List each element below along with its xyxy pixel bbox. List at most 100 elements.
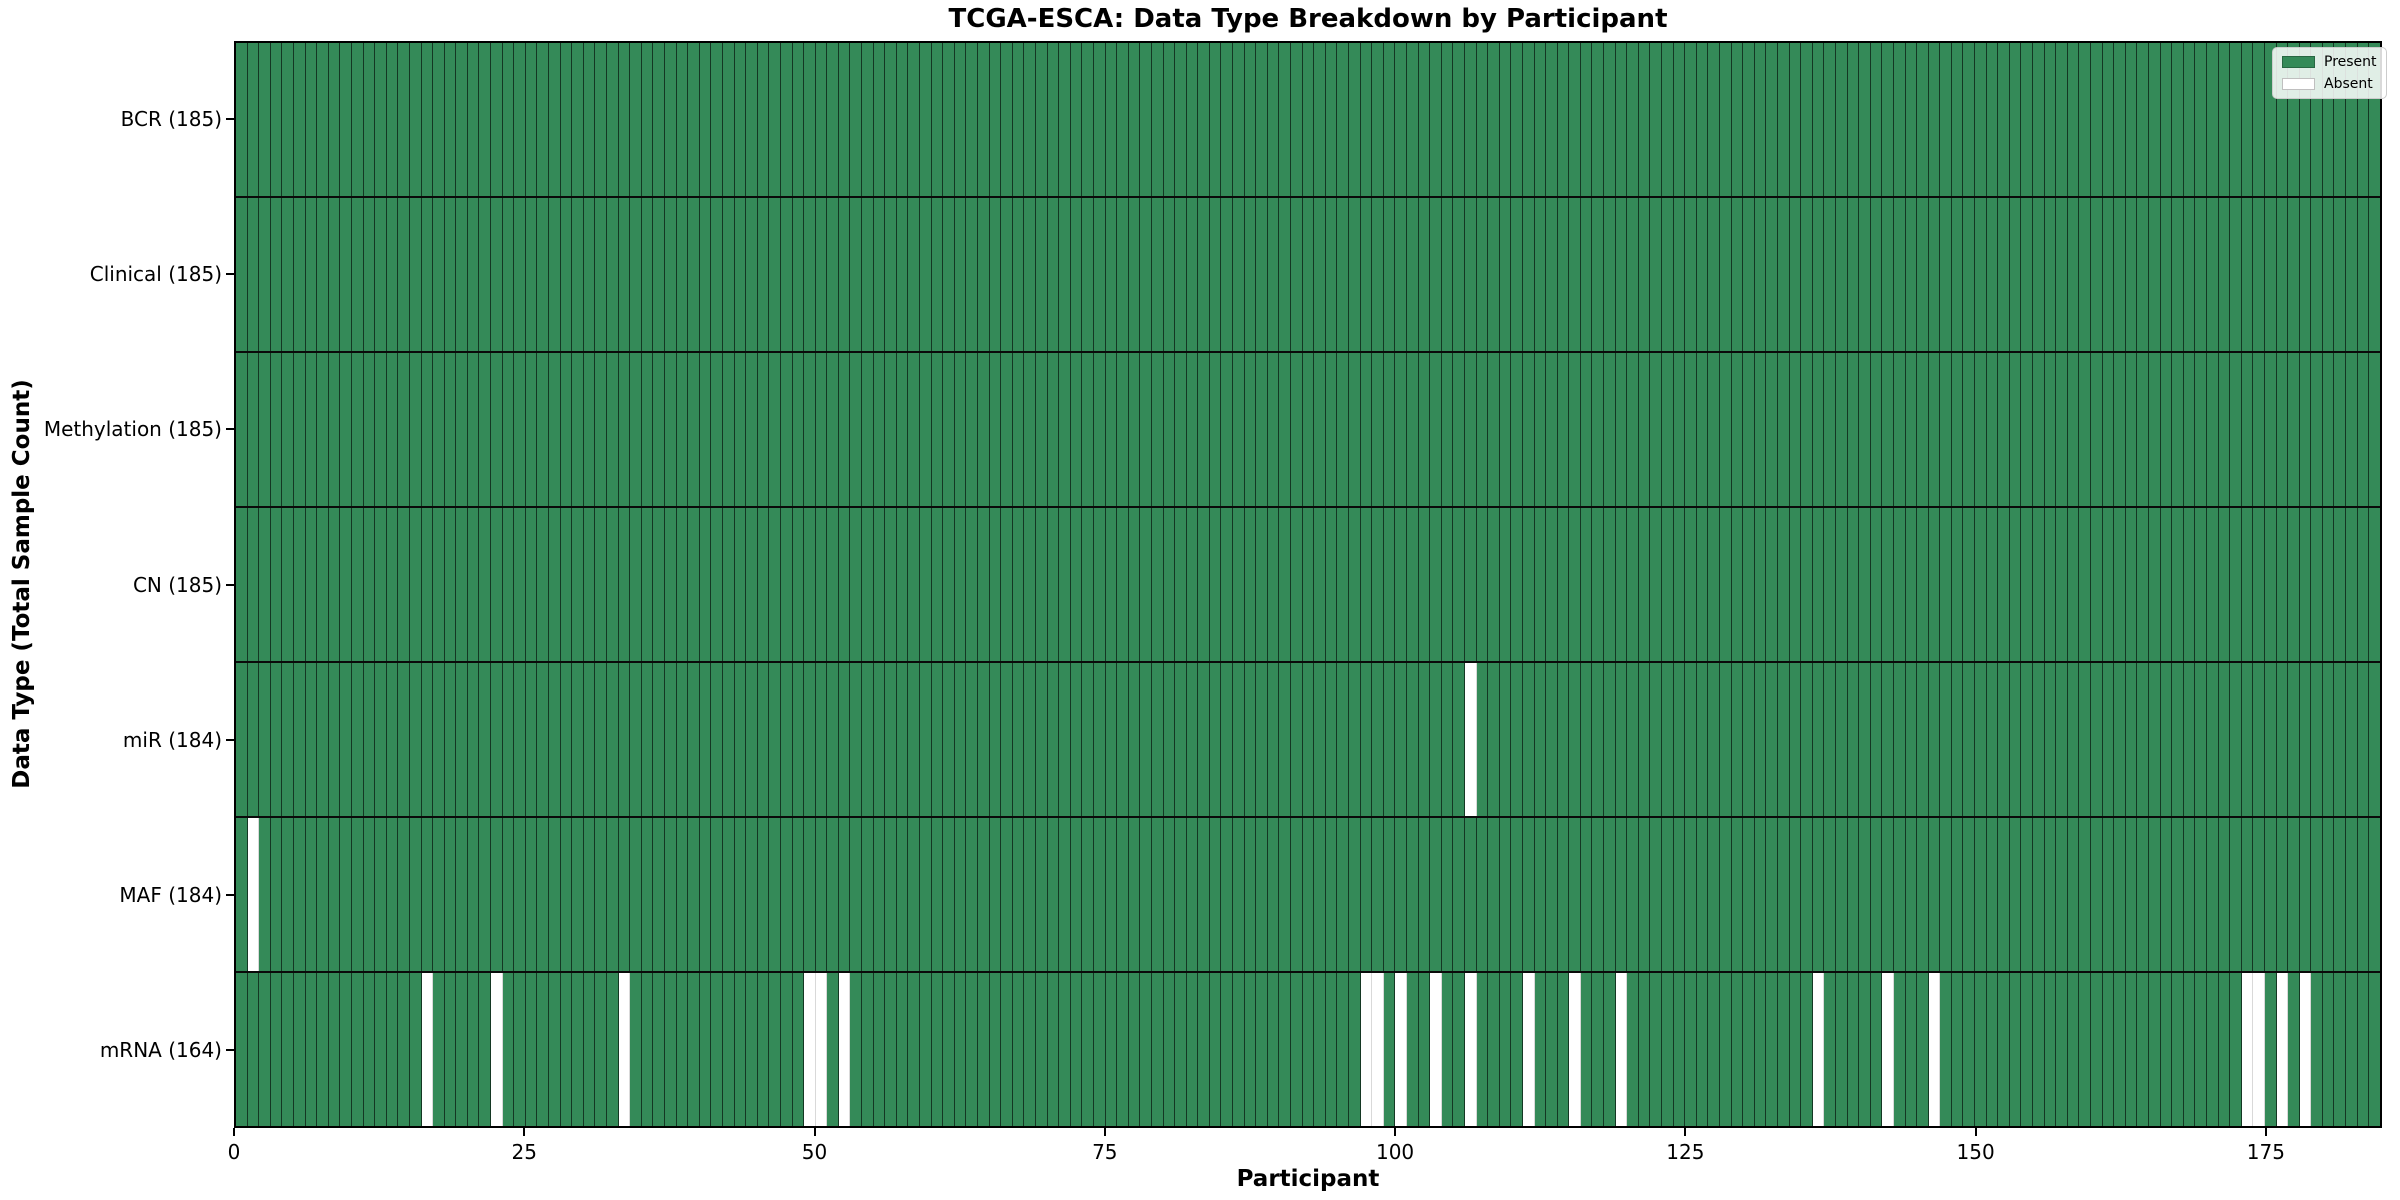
present-cell [954,663,967,816]
present-cell [502,43,515,196]
present-cell [850,818,863,971]
present-cell [1093,43,1106,196]
present-cell [2009,663,2022,816]
y-axis-title: Data Type (Total Sample Count) [9,379,35,789]
present-cell [630,353,642,506]
present-cell [1557,353,1570,506]
present-cell [1325,663,1338,816]
present-cell [1731,973,1744,1126]
present-cell [363,353,376,506]
absent-swatch [2282,78,2315,90]
present-cell [1859,663,1871,816]
present-cell [641,973,654,1126]
present-cell [688,198,700,351]
present-cell [664,508,677,661]
present-cell [1604,353,1616,506]
present-cell [1163,663,1176,816]
y-tick-mark [226,583,234,586]
present-cell [282,663,294,816]
present-cell [1893,818,1906,971]
present-cell [1395,43,1407,196]
present-cell [2357,663,2370,816]
present-cell [780,508,793,661]
present-cell [1638,43,1651,196]
present-cell [549,43,561,196]
present-cell [1151,198,1164,351]
present-cell [398,818,410,971]
present-cell [293,508,306,661]
present-cell [1638,973,1651,1126]
present-cell [1569,508,1581,661]
present-cell [688,43,700,196]
present-cell [1847,818,1860,971]
present-cell [1117,508,1129,661]
present-cell [2288,43,2300,196]
present-cell [1464,198,1477,351]
present-cell [873,818,886,971]
present-cell [583,818,596,971]
present-cell [305,663,318,816]
present-cell [1349,973,1361,1126]
present-cell [989,508,1002,661]
present-cell [769,508,781,661]
present-cell [340,818,352,971]
present-cell [722,508,735,661]
present-cell [583,43,596,196]
present-cell [2137,353,2149,506]
present-cell [1186,818,1199,971]
present-cell [943,973,955,1126]
present-cell [2102,508,2115,661]
present-cell [1314,198,1326,351]
present-cell [456,818,468,971]
absent-cell [2276,973,2289,1126]
present-cell [1302,973,1315,1126]
present-cell [653,353,665,506]
present-cell [1627,198,1639,351]
present-cell [2114,663,2126,816]
present-cell [1522,353,1535,506]
present-cell [2334,973,2347,1126]
present-cell [1569,353,1581,506]
present-cell [2021,353,2034,506]
present-cell [1673,508,1686,661]
present-cell [1720,43,1732,196]
present-cell [2253,818,2265,971]
present-cell [2033,198,2045,351]
present-cell [2183,663,2196,816]
present-cell [2334,508,2347,661]
present-cell [1093,973,1106,1126]
present-cell [1279,663,1292,816]
present-cell [1186,43,1199,196]
present-cell [885,508,897,661]
present-cell [1360,43,1373,196]
present-cell [688,508,700,661]
present-cell [1940,818,1952,971]
present-cell [1511,353,1523,506]
present-cell [398,353,410,506]
present-cell [595,353,607,506]
present-cell [2322,198,2335,351]
present-cell [1638,353,1651,506]
present-cell [2079,198,2091,351]
present-cell [247,663,260,816]
present-cell [1546,353,1558,506]
present-cell [664,818,677,971]
present-cell [502,973,515,1126]
present-cell [1731,353,1744,506]
present-cell [1835,818,1848,971]
present-cell [1720,353,1732,506]
present-cell [1789,818,1802,971]
present-cell [2009,353,2022,506]
present-cell [2230,353,2242,506]
present-cell [1743,198,1755,351]
present-cell [2056,663,2068,816]
present-cell [688,353,700,506]
present-cell [607,973,619,1126]
present-cell [2311,973,2323,1126]
present-cell [757,973,770,1126]
present-cell [1940,353,1952,506]
present-cell [1441,663,1454,816]
present-cell [850,663,863,816]
present-cell [827,508,839,661]
present-cell [1395,508,1407,661]
